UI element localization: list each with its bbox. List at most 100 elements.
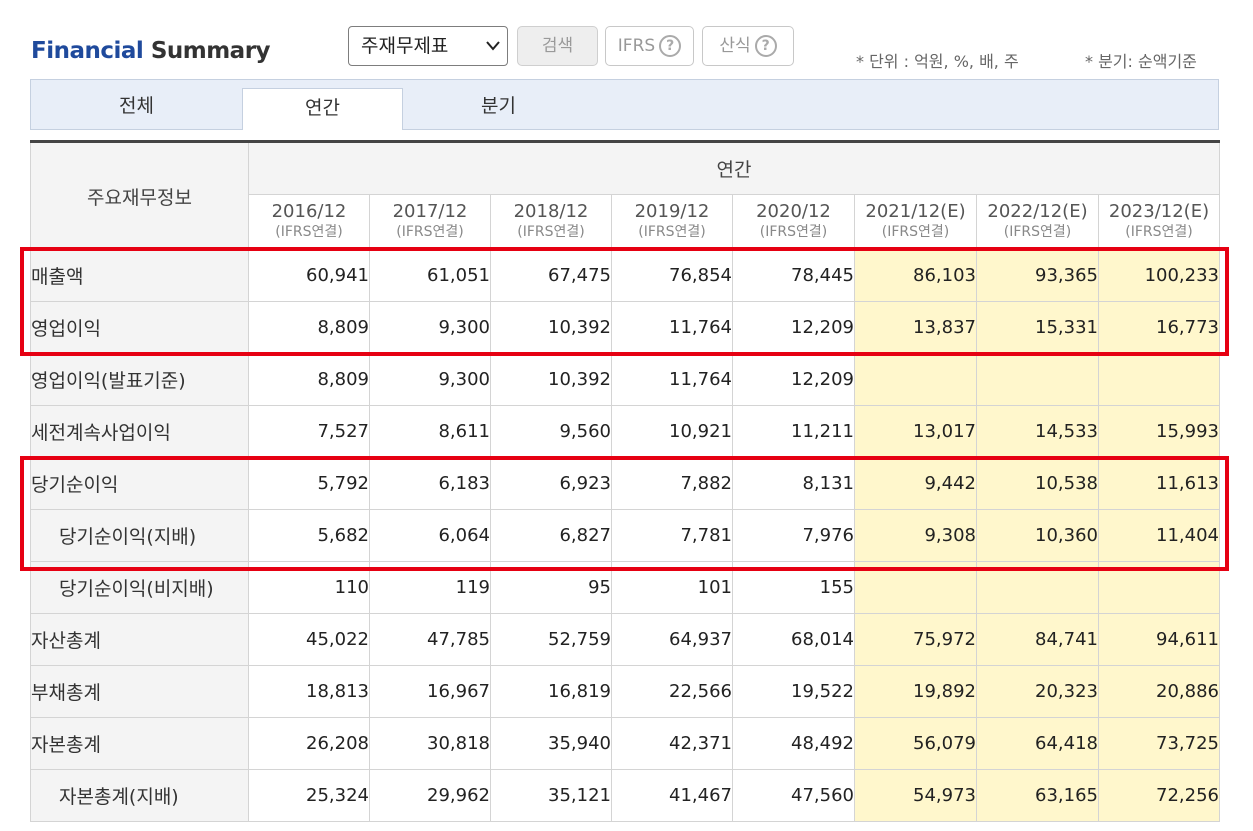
table-cell: 9,300 [369, 353, 491, 406]
search-button[interactable]: 검색 [517, 26, 598, 66]
row-label[interactable]: 자본총계(지배) [30, 769, 249, 822]
table-cell [854, 561, 977, 614]
table-cell: 110 [248, 561, 370, 614]
column-basis: (IFRS연결) [396, 224, 464, 240]
row-label[interactable]: 자산총계 [30, 613, 249, 666]
table-cell: 47,560 [732, 769, 855, 822]
table-cell: 26,208 [248, 717, 370, 770]
table-cell: 10,921 [611, 405, 733, 458]
table-cell: 47,785 [369, 613, 491, 666]
column-header[interactable]: 2021/12(E) (IFRS연결) [854, 194, 977, 250]
table-cell: 68,014 [732, 613, 855, 666]
table-cell: 10,392 [490, 353, 612, 406]
column-basis: (IFRS연결) [638, 224, 706, 240]
table-cell: 63,165 [976, 769, 1099, 822]
table-cell: 22,566 [611, 665, 733, 718]
column-basis: (IFRS연결) [517, 224, 585, 240]
table-cell: 30,818 [369, 717, 491, 770]
table-cell [854, 353, 977, 406]
column-year: 2022/12(E) [987, 201, 1088, 222]
column-basis: (IFRS연결) [1003, 224, 1072, 240]
column-header[interactable]: 2017/12 (IFRS연결) [369, 194, 491, 250]
column-header[interactable]: 2020/12 (IFRS연결) [732, 194, 855, 250]
row-label[interactable]: 당기순이익 [30, 457, 249, 510]
table-cell: 72,256 [1098, 769, 1220, 822]
table-cell: 6,923 [490, 457, 612, 510]
unit-note: * 단위 : 억원, %, 배, 주 [856, 52, 1019, 71]
table-cell: 100,233 [1098, 249, 1220, 302]
table-cell: 45,022 [248, 613, 370, 666]
table-cell: 15,331 [976, 301, 1099, 354]
table-row: 매출액 60,941 61,051 67,475 76,854 78,445 86,103 9… [30, 249, 1220, 302]
table-cell: 73,725 [1098, 717, 1220, 770]
table-cell: 9,560 [490, 405, 612, 458]
statement-type-select[interactable]: 주재무제표 [348, 26, 508, 66]
group-header: 연간 [248, 140, 1220, 195]
table-cell: 86,103 [854, 249, 977, 302]
column-basis: (IFRS연결) [1125, 224, 1193, 240]
row-label[interactable]: 당기순이익(지배) [30, 509, 249, 562]
table-cell: 16,819 [490, 665, 612, 718]
period-tabs: 전체 연간 분기 [30, 79, 1219, 130]
column-basis: (IFRS연결) [275, 224, 343, 240]
table-row: 당기순이익(비지배) 110 119 95 101 155 [30, 561, 1220, 614]
row-label[interactable]: 당기순이익(비지배) [30, 561, 249, 614]
table-body: 매출액 60,941 61,051 67,475 76,854 78,445 86,103 9… [30, 249, 1220, 822]
table-cell: 64,418 [976, 717, 1099, 770]
financial-table: 주요재무정보 연간 2016/12 (IFRS연결) 2017/12 (IFRS연결… [30, 140, 1220, 822]
column-header[interactable]: 2023/12(E) (IFRS연결) [1098, 194, 1220, 250]
table-cell: 20,323 [976, 665, 1099, 718]
column-header[interactable]: 2022/12(E) (IFRS연결) [976, 194, 1099, 250]
table-cell: 75,972 [854, 613, 977, 666]
row-label[interactable]: 영업이익 [30, 301, 249, 354]
tab-all[interactable]: 전체 [119, 95, 154, 117]
table-cell: 18,813 [248, 665, 370, 718]
column-year: 2017/12 [392, 201, 468, 222]
column-header[interactable]: 2016/12 (IFRS연결) [248, 194, 370, 250]
tab-annual[interactable]: 연간 [242, 88, 403, 130]
table-row: 자본총계 26,208 30,818 35,940 42,371 48,492 56,079… [30, 717, 1220, 770]
table-cell: 8,611 [369, 405, 491, 458]
table-cell: 11,613 [1098, 457, 1220, 510]
column-header[interactable]: 2018/12 (IFRS연결) [490, 194, 612, 250]
table-cell: 11,404 [1098, 509, 1220, 562]
table-cell: 56,079 [854, 717, 977, 770]
table-cell: 6,827 [490, 509, 612, 562]
column-header[interactable]: 2019/12 (IFRS연결) [611, 194, 733, 250]
ifrs-label: IFRS [617, 36, 656, 56]
row-label[interactable]: 영업이익(발표기준) [30, 353, 249, 406]
formula-button[interactable]: 산식? [702, 26, 794, 66]
table-cell: 11,211 [732, 405, 855, 458]
table-cell [976, 561, 1099, 614]
table-row: 세전계속사업이익 7,527 8,611 9,560 10,921 11,211 13,01… [30, 405, 1220, 458]
quarter-note: * 분기: 순액기준 [1085, 52, 1197, 71]
table-cell: 94,611 [1098, 613, 1220, 666]
row-label[interactable]: 매출액 [30, 249, 249, 302]
table-row: 부채총계 18,813 16,967 16,819 22,566 19,522 19,892… [30, 665, 1220, 718]
table-cell: 19,522 [732, 665, 855, 718]
table-cell: 20,886 [1098, 665, 1220, 718]
table-cell: 54,973 [854, 769, 977, 822]
column-basis: (IFRS연결) [881, 224, 950, 240]
row-label[interactable]: 세전계속사업이익 [30, 405, 249, 458]
row-header: 주요재무정보 [30, 140, 249, 250]
table-cell [1098, 561, 1220, 614]
row-label[interactable]: 자본총계 [30, 717, 249, 770]
table-cell: 16,967 [369, 665, 491, 718]
ifrs-button[interactable]: IFRS? [605, 26, 694, 66]
row-label[interactable]: 부채총계 [30, 665, 249, 718]
table-cell: 60,941 [248, 249, 370, 302]
tab-quarter[interactable]: 분기 [481, 95, 516, 117]
table-cell: 9,442 [854, 457, 977, 510]
table-cell: 25,324 [248, 769, 370, 822]
table-cell: 35,121 [490, 769, 612, 822]
formula-label: 산식 [719, 36, 751, 56]
table-cell: 7,527 [248, 405, 370, 458]
page-title: Financial Summary [31, 38, 271, 64]
column-basis: (IFRS연결) [759, 224, 828, 240]
table-row: 영업이익 8,809 9,300 10,392 11,764 12,209 13,837 15… [30, 301, 1220, 354]
table-cell: 8,809 [248, 301, 370, 354]
table-cell: 52,759 [490, 613, 612, 666]
table-cell: 10,360 [976, 509, 1099, 562]
table-cell: 9,300 [369, 301, 491, 354]
